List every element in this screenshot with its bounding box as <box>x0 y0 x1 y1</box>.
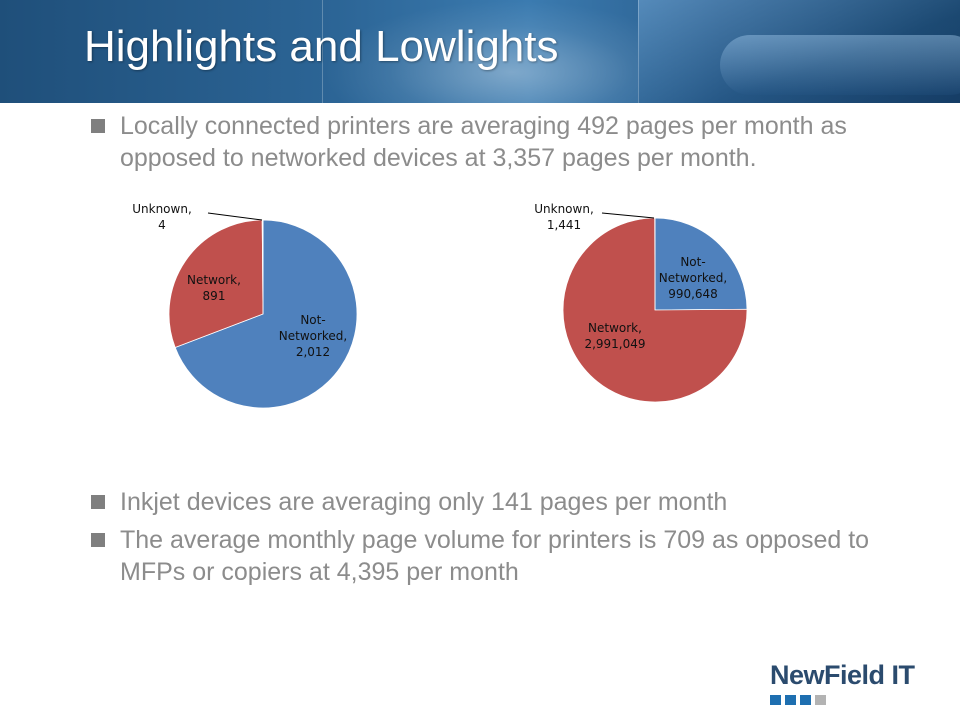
header-banner: Highlights and Lowlights <box>0 0 960 103</box>
bullet-square-icon <box>91 533 105 547</box>
pie-chart-local: Not-Networked, 2,012 Network, 891 Unknown, 4 <box>132 202 358 409</box>
logo-square-icon <box>815 695 826 705</box>
pie-slice-not-networked <box>654 217 748 311</box>
logo-text: NewField IT <box>770 660 915 690</box>
pie-slice-network <box>562 217 748 403</box>
logo-square-icon <box>800 695 811 705</box>
slide-title: Highlights and Lowlights <box>84 22 559 71</box>
data-label-not-networked: Not-Networked, 990,648 <box>659 255 728 301</box>
bullet-text: Locally connected printers are averaging… <box>120 112 847 172</box>
data-label-unknown: Unknown, 1,441 <box>534 202 594 232</box>
bullet-text: The average monthly page volume for prin… <box>120 526 870 586</box>
company-logo: NewField IT <box>770 660 940 705</box>
pie-slice-not-networked <box>174 219 358 409</box>
bullet-square-icon <box>91 495 105 509</box>
logo-square-icon <box>770 695 781 705</box>
data-label-unknown: Unknown, 4 <box>132 202 192 232</box>
data-label-network: Network, 891 <box>187 273 241 303</box>
banner-decoration <box>720 35 960 95</box>
banner-divider <box>638 0 639 103</box>
data-label-not-networked: Not-Networked, 2,012 <box>279 313 348 359</box>
leader-line <box>207 212 263 221</box>
data-label-network: Network, 2,991,049 <box>584 321 645 351</box>
bullet-item: Inkjet devices are averaging only 141 pa… <box>91 486 891 520</box>
logo-squares <box>770 692 830 705</box>
bullet-text: Inkjet devices are averaging only 141 pa… <box>120 488 728 516</box>
logo-square-icon <box>785 695 796 705</box>
leader-line <box>601 212 655 219</box>
banner-decoration <box>638 0 960 103</box>
banner-divider <box>322 0 323 103</box>
bullet-square-icon <box>91 119 105 133</box>
bullet-item: The average monthly page volume for prin… <box>91 524 891 594</box>
pie-slice-unknown <box>261 219 264 315</box>
pie-chart-volume: Not-Networked, 990,648 Network, 2,991,049 Un… <box>534 202 748 403</box>
bullet-item: Locally connected printers are averaging… <box>91 110 891 180</box>
pie-slice-network <box>168 219 264 348</box>
banner-decoration <box>322 0 638 103</box>
